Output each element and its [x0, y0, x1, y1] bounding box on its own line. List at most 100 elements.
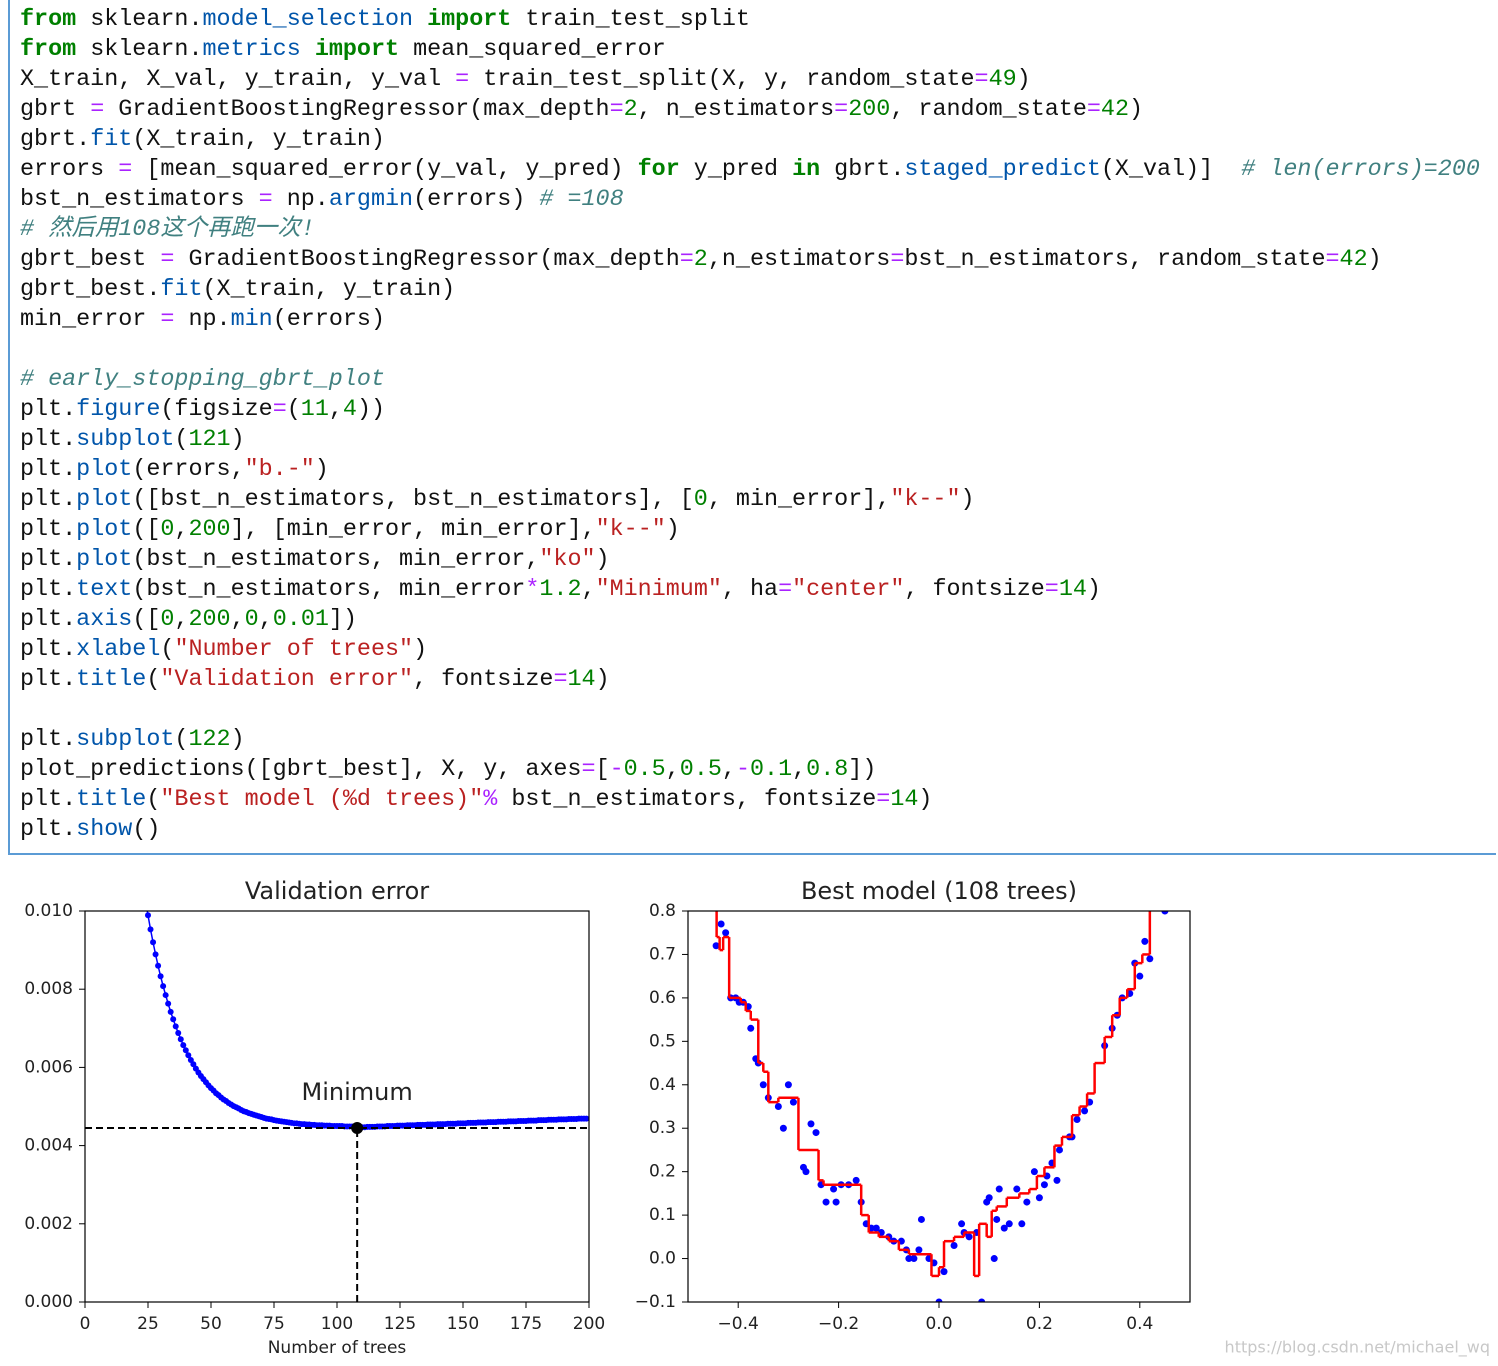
code-cell[interactable]: from sklearn.model_selection import trai… — [8, 0, 1496, 855]
code-line: plt.plot([0,200], [min_error, min_error]… — [20, 517, 680, 543]
data-point — [950, 1242, 958, 1250]
code-line: plt.plot(errors,"b.-") — [20, 457, 329, 483]
y-tick-label: 0.4 — [649, 1075, 676, 1095]
data-point — [830, 1185, 838, 1193]
code-line: X_train, X_val, y_train, y_val = train_t… — [20, 67, 1031, 93]
code-line: plt.text(bst_n_estimators, min_error*1.2… — [20, 577, 1101, 603]
y-tick-label: 0.000 — [24, 1292, 73, 1312]
code-line: # 然后用108这个再跑一次! — [20, 217, 315, 243]
y-tick-label: 0.6 — [649, 988, 676, 1008]
data-point — [1023, 1198, 1031, 1206]
code-line: errors = [mean_squared_error(y_val, y_pr… — [20, 157, 1480, 183]
error-dot — [182, 1047, 189, 1054]
error-dot — [170, 1016, 177, 1023]
error-dot — [583, 1115, 589, 1122]
code-line: plt.show() — [20, 817, 161, 843]
data-point — [1081, 1107, 1089, 1115]
data-point — [1018, 1220, 1026, 1228]
data-point — [1055, 1146, 1063, 1154]
data-point — [759, 1081, 767, 1089]
error-dot — [185, 1052, 192, 1059]
data-point — [722, 929, 730, 937]
x-tick-label: 0.2 — [1026, 1314, 1053, 1334]
code-line: min_error = np.min(errors) — [20, 307, 385, 333]
data-point — [774, 1103, 782, 1110]
data-point — [1161, 911, 1169, 915]
data-point — [935, 1298, 943, 1302]
data-point — [910, 1255, 918, 1263]
data-point — [1073, 1116, 1081, 1124]
y-tick-label: 0.002 — [24, 1214, 73, 1234]
data-point — [965, 1233, 973, 1241]
x-tick-label: 100 — [321, 1314, 353, 1334]
y-tick-label: 0.7 — [649, 944, 676, 964]
data-point — [905, 1255, 913, 1263]
data-point — [872, 1224, 880, 1232]
error-dot — [180, 1042, 187, 1049]
code-line: plot_predictions([gbrt_best], X, y, axes… — [20, 757, 877, 783]
data-point — [717, 920, 725, 928]
code-block: plt.subplot(122) plot_predictions([gbrt_b… — [20, 725, 1496, 845]
error-dot — [142, 897, 148, 903]
data-point — [990, 1255, 998, 1263]
error-dot — [150, 939, 157, 946]
code-line: plt.plot([bst_n_estimators, bst_n_estima… — [20, 487, 975, 513]
chart-title: Validation error — [245, 877, 429, 905]
x-tick-label: 125 — [384, 1314, 416, 1334]
data-point — [832, 1198, 840, 1206]
data-point — [784, 1081, 792, 1089]
code-line: plt.subplot(122) — [20, 727, 245, 753]
y-tick-label: 0.2 — [649, 1162, 676, 1182]
y-tick-label: 0.1 — [649, 1205, 676, 1225]
data-point — [1035, 1194, 1043, 1202]
y-tick-label: −0.1 — [635, 1292, 676, 1312]
error-dot — [145, 912, 151, 919]
y-tick-label: 0.008 — [24, 979, 73, 999]
y-tick-label: 0.3 — [649, 1118, 676, 1138]
data-point — [940, 1268, 948, 1276]
output-figure: Validation error 0 25 50 75 100 125 150 175 200 0.… — [24, 865, 1490, 1358]
error-dot — [160, 983, 167, 990]
data-point — [807, 1120, 815, 1128]
y-tick-label: 0.006 — [24, 1057, 73, 1077]
error-dot — [140, 882, 146, 888]
annotation: Minimum — [302, 1078, 413, 1106]
chart-title: Best model (108 trees) — [801, 877, 1077, 905]
data-point — [712, 942, 720, 950]
data-point — [822, 1198, 830, 1206]
x-tick-label: 75 — [263, 1314, 285, 1334]
code-line: plt.title("Validation error", fontsize=1… — [20, 667, 610, 693]
y-tick-label: 0.0 — [649, 1249, 676, 1269]
data-point — [1005, 1220, 1013, 1228]
plot-area — [712, 911, 1169, 1302]
watermark: https://blog.csdn.net/michael_wq — [1225, 1338, 1490, 1358]
data-point — [802, 1168, 810, 1176]
error-dot — [137, 865, 143, 871]
code-line: gbrt_best.fit(X_train, y_train) — [20, 277, 456, 303]
x-tick-label: 25 — [137, 1314, 159, 1334]
data-point — [993, 1215, 1001, 1223]
y-tick-label: 0.010 — [24, 901, 73, 921]
data-point — [1146, 955, 1154, 963]
x-tick-label: 0.4 — [1126, 1314, 1153, 1334]
axes-frame — [84, 910, 590, 1303]
data-point — [789, 1098, 797, 1106]
code-line: plt.figure(figsize=(11,4)) — [20, 397, 386, 423]
code-line: plt.subplot(121) — [20, 427, 245, 453]
y-tick-label: 0.004 — [24, 1136, 73, 1156]
code-line: plt.axis([0,200,0,0.01]) — [20, 607, 357, 633]
x-tick-label: −0.2 — [818, 1314, 859, 1334]
data-point — [1141, 937, 1149, 945]
minimum-marker — [351, 1122, 364, 1135]
data-point — [1000, 1224, 1008, 1232]
error-dot — [165, 1000, 172, 1007]
x-tick-label: 150 — [447, 1314, 479, 1334]
data-point — [915, 1246, 923, 1254]
x-tick-label: 0.0 — [925, 1314, 952, 1334]
x-tick-label: 175 — [510, 1314, 542, 1334]
error-dot — [177, 1036, 184, 1043]
data-point — [1053, 1176, 1061, 1184]
data-point — [747, 1024, 755, 1032]
code-line: # early_stopping_gbrt_plot — [20, 367, 385, 393]
code-line: plt.plot(bst_n_estimators, min_error,"ko… — [20, 547, 610, 573]
